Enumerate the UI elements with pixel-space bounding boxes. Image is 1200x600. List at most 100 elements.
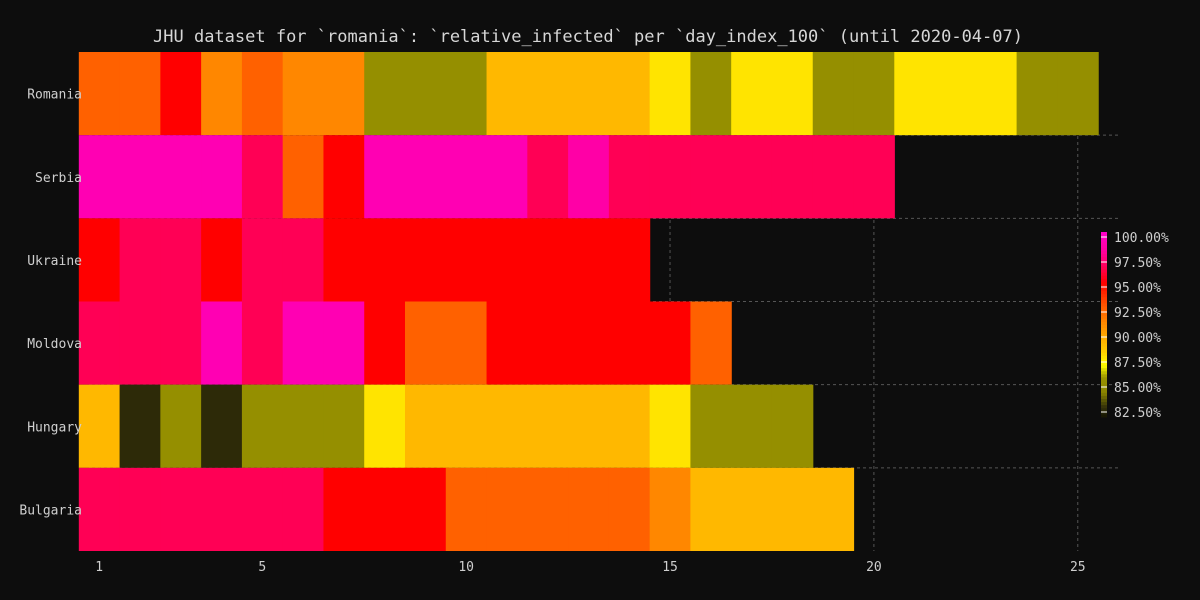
colorbar-segment	[1101, 386, 1107, 390]
colorbar-segment	[1101, 367, 1107, 372]
colorbar-segment	[1101, 330, 1107, 335]
colorbar-tick-label: 85.00%	[1114, 381, 1161, 396]
colorbar-segment	[1101, 392, 1107, 396]
heatmap-cell	[201, 218, 243, 302]
heatmap-cell	[445, 301, 488, 385]
x-tick-label: 1	[95, 560, 103, 575]
heatmap-cell	[568, 52, 610, 136]
heatmap-cell	[364, 52, 406, 136]
heatmap-cell	[119, 135, 161, 219]
heatmap-cell	[241, 467, 284, 551]
heatmap-cell	[690, 135, 732, 219]
colorbar-tick-label: 95.00%	[1114, 281, 1161, 296]
colorbar-segment	[1101, 256, 1107, 261]
colorbar-segment	[1101, 380, 1107, 384]
heatmap-cell	[364, 467, 406, 551]
colorbar-tick-label: 82.50%	[1114, 406, 1161, 421]
colorbar-segment	[1101, 395, 1107, 399]
heatmap-cell	[649, 467, 692, 551]
heatmap-cell	[812, 52, 855, 136]
x-axis: 1 5 10 15 20 25	[95, 560, 1085, 575]
heatmap-cell	[812, 467, 855, 551]
heatmap-cell	[282, 52, 325, 136]
colorbar-segment	[1101, 269, 1107, 273]
colorbar-segment	[1101, 389, 1107, 393]
heatmap-cell	[119, 384, 161, 468]
heatmap-cell	[282, 301, 325, 385]
heatmap-cell	[241, 52, 284, 136]
heatmap-cell	[160, 467, 202, 551]
colorbar-segment	[1101, 290, 1107, 295]
heatmap-cell	[282, 384, 325, 468]
plot-area	[78, 52, 1118, 551]
colorbar-segment	[1101, 241, 1107, 245]
heatmap-cell	[486, 467, 528, 551]
heatmap-cell	[527, 384, 569, 468]
heatmap-cell	[405, 52, 447, 136]
y-tick-label: Ukraine	[27, 254, 82, 269]
heatmap-cell	[690, 467, 732, 551]
heatmap-cell	[649, 384, 692, 468]
colorbar-segment	[1101, 373, 1107, 378]
heatmap-cell	[731, 467, 773, 551]
colorbar-segment	[1101, 321, 1107, 325]
colorbar-segment	[1101, 361, 1107, 366]
heatmap-cell	[201, 52, 243, 136]
heatmap-cell	[608, 301, 651, 385]
heatmap-cell	[608, 467, 651, 551]
colorbar-segment	[1101, 262, 1107, 267]
x-tick-label: 15	[662, 560, 678, 575]
colorbar-segment	[1101, 272, 1107, 276]
y-axis: Romania Serbia Ukraine Moldova Hungary Bulgar…	[19, 88, 82, 519]
heatmap-cell	[690, 52, 732, 136]
y-tick-label: Romania	[27, 88, 82, 103]
colorbar-segment	[1101, 281, 1107, 285]
heatmap-cell	[853, 135, 895, 219]
heatmap-cell	[364, 384, 406, 468]
heatmap-cell	[649, 301, 692, 385]
heatmap-cell	[486, 301, 528, 385]
heatmap-cell	[486, 218, 528, 302]
heatmap-cell	[78, 218, 121, 302]
heatmap-cell	[160, 52, 202, 136]
colorbar-tick-label: 90.00%	[1114, 331, 1161, 346]
heatmap-cell	[201, 384, 243, 468]
colorbar-segment	[1101, 407, 1107, 412]
colorbar-segment	[1101, 343, 1107, 347]
heatmap-cell	[78, 467, 121, 551]
colorbar-segment	[1101, 355, 1107, 359]
colorbar-segment	[1101, 413, 1107, 418]
x-tick-label: 10	[458, 560, 474, 575]
heatmap-cell	[78, 301, 121, 385]
colorbar-segment	[1101, 336, 1107, 341]
heatmap-cell	[608, 384, 651, 468]
y-tick-label: Hungary	[27, 420, 82, 435]
colorbar-gradient	[1101, 232, 1107, 418]
heatmap-cell	[690, 301, 732, 385]
heatmap-cell	[649, 135, 692, 219]
heatmap-cell	[935, 52, 977, 136]
x-tick-label: 5	[258, 560, 266, 575]
heatmap-cell	[405, 301, 447, 385]
heatmap-cell	[1016, 52, 1058, 136]
heatmap-cell	[608, 52, 651, 136]
heatmap-cell	[119, 301, 161, 385]
colorbar-segment	[1101, 349, 1107, 353]
heatmap-cell	[323, 384, 365, 468]
heatmap-cell	[405, 135, 447, 219]
colorbar-segment	[1101, 253, 1107, 258]
heatmap-cell	[364, 135, 406, 219]
heatmap-cell	[405, 384, 447, 468]
heatmap-cell	[568, 384, 610, 468]
colorbar-segment	[1101, 324, 1107, 329]
colorbar-segment	[1101, 358, 1107, 362]
heatmap-cell	[608, 135, 651, 219]
heatmap-cell	[486, 52, 528, 136]
heatmap-cell	[241, 135, 284, 219]
colorbar-segment	[1101, 296, 1107, 301]
heatmap-cell	[771, 384, 814, 468]
y-tick-label: Serbia	[35, 171, 82, 186]
heatmap-cell	[771, 52, 814, 136]
heatmap-cell	[119, 52, 161, 136]
x-tick-label: 25	[1070, 560, 1086, 575]
